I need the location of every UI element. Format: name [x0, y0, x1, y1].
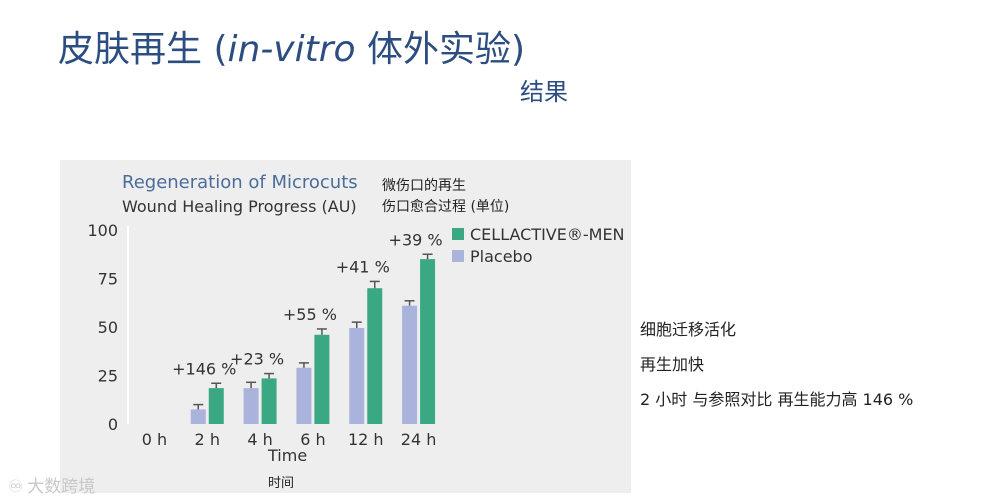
note-2: 再生加快: [640, 355, 705, 374]
x-tick-label: 0 h: [142, 430, 167, 449]
data-label-increase: +39 %: [389, 230, 443, 249]
bar-cellactive: [261, 378, 277, 424]
bars-layer: [190, 253, 436, 424]
bar-placebo: [296, 367, 312, 424]
legend: CELLACTIVE®-MEN Placebo: [452, 225, 625, 266]
slide-title: 皮肤再生 (in-vitro 体外实验): [58, 20, 525, 72]
watermark: ♾ 大数跨境: [8, 472, 95, 497]
slide-title-zh-1: 皮肤再生 (: [58, 29, 228, 70]
x-tick-label: 6 h: [300, 430, 325, 449]
x-axis-label-zh: 时间: [268, 476, 295, 491]
bar-cellactive: [314, 334, 330, 424]
slide-subtitle: 结果: [520, 78, 568, 106]
slide-title-zh-2: 体外实验): [355, 29, 526, 70]
y-tick-label: 0: [108, 415, 118, 434]
x-tick-label: 4 h: [247, 430, 272, 449]
x-tick-label: 24 h: [401, 430, 437, 449]
y-tick-label: 25: [98, 367, 118, 386]
y-axis-label: Wound Healing Progress (AU): [122, 197, 357, 216]
y-axis-label-zh: 伤口愈合过程 (单位): [382, 199, 510, 215]
note-3: 2 小时 与参照对比 再生能力高 146 %: [640, 390, 914, 409]
slide-title-en: in-vitro: [227, 29, 356, 70]
legend-swatch-cellactive: [452, 228, 464, 240]
data-label-increase: +55 %: [283, 305, 337, 324]
data-label-increase: +41 %: [336, 257, 390, 276]
bar-placebo: [402, 305, 418, 424]
legend-swatch-placebo: [452, 250, 464, 262]
bar-cellactive: [420, 259, 436, 424]
x-axis-label: Time: [268, 446, 308, 465]
data-label-increase: +23 %: [230, 350, 284, 369]
y-tick-label: 75: [98, 270, 118, 289]
axes-layer: 0 25 50 75 100 0 h 2 h +146 % 4 h +23 % 6 h +55 % 12…: [87, 221, 442, 449]
x-tick-label: 2 h: [195, 430, 220, 449]
chart-title: Regeneration of Microcuts: [122, 172, 358, 193]
watermark-text: 大数跨境: [27, 477, 96, 497]
x-tick-label: 12 h: [348, 430, 384, 449]
y-tick-label: 50: [98, 318, 118, 337]
watermark-logo-icon: ♾: [8, 477, 24, 497]
bar-placebo: [243, 388, 259, 424]
y-tick-label: 100: [87, 221, 118, 240]
chart-title-zh: 微伤口的再生: [382, 178, 466, 194]
chart-panel: [60, 160, 631, 493]
bar-cellactive: [208, 388, 224, 424]
bar-placebo: [190, 409, 206, 424]
data-label-increase: +146 %: [172, 359, 236, 378]
note-1: 细胞迁移活化: [640, 320, 737, 339]
legend-label-cellactive: CELLACTIVE®-MEN: [470, 225, 625, 244]
bar-placebo: [349, 327, 365, 424]
notes: 细胞迁移活化 再生加快 2 小时 与参照对比 再生能力高 146 %: [640, 316, 913, 421]
bar-cellactive: [367, 288, 383, 424]
legend-label-placebo: Placebo: [470, 247, 532, 266]
